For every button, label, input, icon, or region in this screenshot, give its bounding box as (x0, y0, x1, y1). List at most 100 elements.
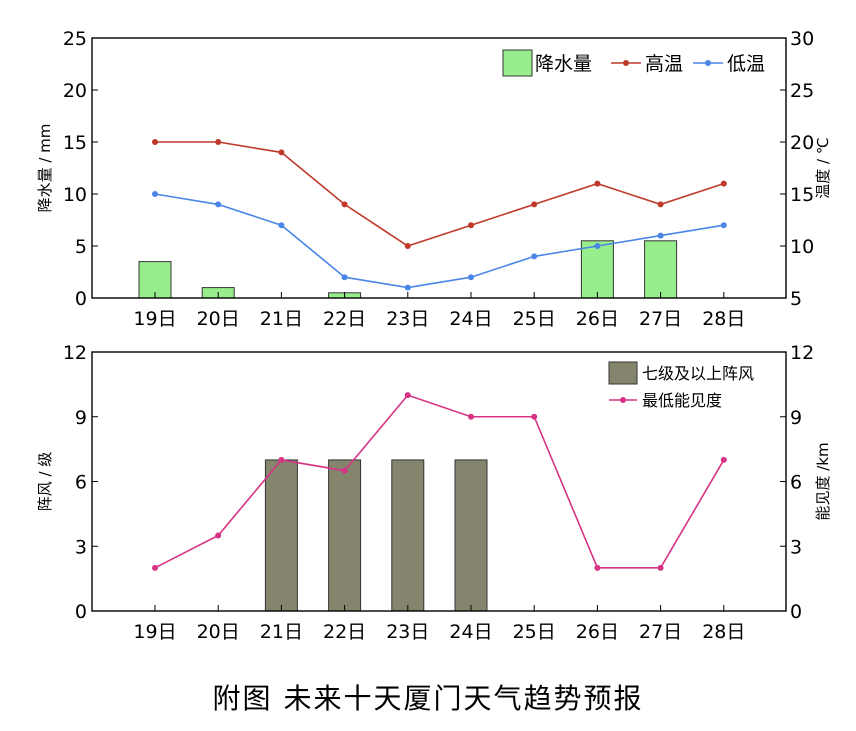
point-最低能见度-27日 (657, 564, 664, 571)
x-tick-label: 26日 (576, 308, 619, 330)
series-line-最低能见度 (154, 394, 725, 569)
bar-27日 (644, 240, 678, 299)
x-tick-label: 24日 (449, 308, 492, 330)
bar-19日 (138, 261, 172, 299)
legend-marker-高温 (623, 60, 629, 66)
x-tick-label: 20日 (197, 308, 240, 330)
y-axis-label-left: 阵风 / 级 (36, 452, 54, 512)
point-最低能见度-20日 (215, 532, 222, 539)
x-tick-label: 21日 (260, 308, 303, 330)
x-tick-label: 20日 (197, 621, 240, 643)
x-tick-label: 21日 (260, 621, 303, 643)
point-低温-28日 (720, 222, 727, 229)
right-tick-label: 5 (790, 288, 802, 310)
point-高温-23日 (404, 243, 411, 249)
bar-21日 (264, 459, 298, 612)
point-高温-22日 (341, 201, 348, 208)
left-tick-label: 20 (63, 80, 87, 102)
legend-label-降水量: 降水量 (535, 53, 592, 75)
point-高温-28日 (720, 180, 727, 187)
point-高温-21日 (278, 149, 285, 156)
left-tick-label: 0 (75, 288, 87, 310)
legend-label-高温: 高温 (645, 53, 683, 75)
y-axis-label-right: 温度 / ℃ (814, 137, 832, 198)
point-低温-27日 (657, 232, 664, 239)
right-tick-label: 20 (790, 132, 814, 154)
legend-swatch-降水量 (502, 49, 533, 77)
point-最低能见度-25日 (531, 413, 538, 420)
point-低温-24日 (468, 274, 474, 281)
right-tick-label: 3 (790, 536, 802, 558)
x-tick-label: 19日 (133, 308, 176, 330)
legend-label-低温: 低温 (727, 53, 765, 75)
left-tick-label: 10 (63, 184, 87, 206)
right-tick-label: 6 (790, 472, 802, 494)
series-line-低温 (154, 193, 724, 289)
chart-2: 0 3 6 9 12 0 3 6 9 12 19日 20日 21日 22日 23日 24日 25日 26日 27日 2… (36, 342, 832, 643)
x-tick-label: 22日 (323, 621, 366, 643)
x-tick-label: 27日 (639, 621, 682, 643)
legend-label-最低能见度: 最低能见度 (642, 391, 722, 410)
x-tick-label: 23日 (386, 308, 429, 330)
right-tick-label: 30 (790, 28, 814, 50)
y-axis-label-right: 能见度 /km (814, 442, 832, 520)
left-tick-label: 3 (75, 536, 87, 558)
point-最低能见度-23日 (404, 392, 411, 399)
legend-swatch-七级及以上阵风 (608, 361, 638, 385)
left-tick-label: 6 (75, 472, 87, 494)
x-tick-label: 25日 (513, 621, 556, 643)
x-tick-label: 28日 (702, 308, 745, 330)
point-高温-27日 (657, 201, 664, 208)
point-高温-25日 (531, 201, 538, 208)
left-tick-label: 15 (63, 132, 87, 154)
point-低温-23日 (404, 284, 411, 291)
series-line-高温 (155, 141, 725, 247)
bar-23日 (391, 459, 425, 612)
legend-label-七级及以上阵风: 七级及以上阵风 (642, 364, 754, 383)
point-低温-21日 (278, 222, 285, 229)
x-tick-label: 22日 (323, 308, 366, 330)
point-高温-19日 (152, 139, 158, 145)
chart-1: 0 5 10 15 20 25 5 10 15 20 25 30 19日 20日 21日 22日 23日 24日 2… (36, 28, 832, 330)
left-tick-label: 5 (75, 236, 87, 258)
point-最低能见度-19日 (152, 564, 158, 571)
bar-26日 (580, 240, 614, 299)
point-最低能见度-22日 (341, 467, 348, 474)
x-tick-label: 27日 (639, 308, 682, 330)
bar-22日 (328, 459, 362, 612)
point-低温-25日 (531, 253, 538, 260)
right-tick-label: 10 (790, 236, 814, 258)
point-高温-20日 (215, 139, 222, 145)
bar-24日 (454, 459, 488, 612)
left-tick-label: 12 (63, 342, 87, 364)
right-tick-label: 9 (790, 407, 802, 429)
x-tick-label: 26日 (576, 621, 619, 643)
left-tick-label: 0 (75, 601, 87, 623)
point-最低能见度-28日 (720, 456, 727, 463)
y-axis-label-left: 降水量 / mm (36, 124, 54, 213)
right-tick-label: 0 (790, 601, 802, 623)
point-最低能见度-26日 (594, 564, 601, 571)
right-tick-label: 15 (790, 184, 814, 206)
left-tick-label: 25 (63, 28, 87, 50)
point-低温-22日 (341, 274, 348, 281)
right-tick-label: 25 (790, 80, 814, 102)
point-最低能见度-24日 (468, 413, 474, 420)
x-tick-label: 19日 (133, 621, 176, 643)
plot-frame (91, 37, 787, 299)
point-最低能见度-21日 (278, 456, 285, 463)
point-低温-20日 (215, 201, 222, 208)
x-tick-label: 24日 (449, 621, 492, 643)
x-tick-label: 28日 (702, 621, 745, 643)
right-tick-label: 12 (790, 342, 814, 364)
left-tick-label: 9 (75, 407, 87, 429)
legend-marker-低温 (705, 60, 711, 66)
point-高温-24日 (468, 222, 474, 229)
point-低温-19日 (152, 191, 158, 197)
point-高温-26日 (594, 180, 601, 187)
x-tick-label: 23日 (386, 621, 429, 643)
point-低温-26日 (594, 243, 601, 249)
figure-caption: 附图 未来十天厦门天气趋势预报 (213, 682, 644, 715)
legend-marker-最低能见度 (620, 397, 626, 403)
